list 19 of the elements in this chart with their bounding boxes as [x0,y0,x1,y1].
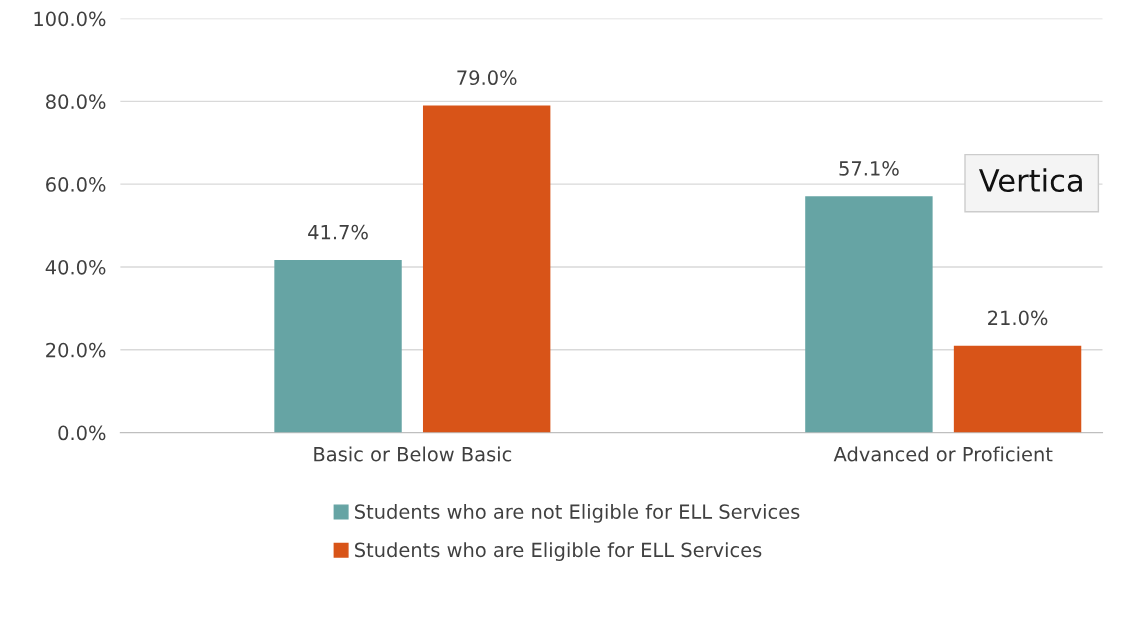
bar [953,345,1082,433]
data-label: 57.1% [839,161,899,176]
x-tick-label: Basic or Below Basic [314,446,512,462]
annotation: Vertica [978,168,1082,193]
data-label: 41.7% [308,224,368,240]
y-tick-label: 100.0% [34,11,106,27]
y-tick-label: 60.0% [46,177,106,192]
y-tick-label: 20.0% [46,342,106,358]
x-tick-label: Advanced or Proficient [833,446,1053,462]
data-label: 21.0% [988,310,1048,326]
bar [805,196,933,433]
y-tick-label: 0.0% [58,425,106,441]
y-tick-label: 40.0% [45,259,106,275]
legend-label: Students who are not Eligible for ELL Services [355,503,800,523]
y-tick-label: 80.0% [46,94,106,110]
data-label: 79.0% [457,70,517,86]
bar [274,259,402,433]
legend-label: Students who are Eligible for ELL Services [355,542,762,562]
bar [422,105,551,433]
